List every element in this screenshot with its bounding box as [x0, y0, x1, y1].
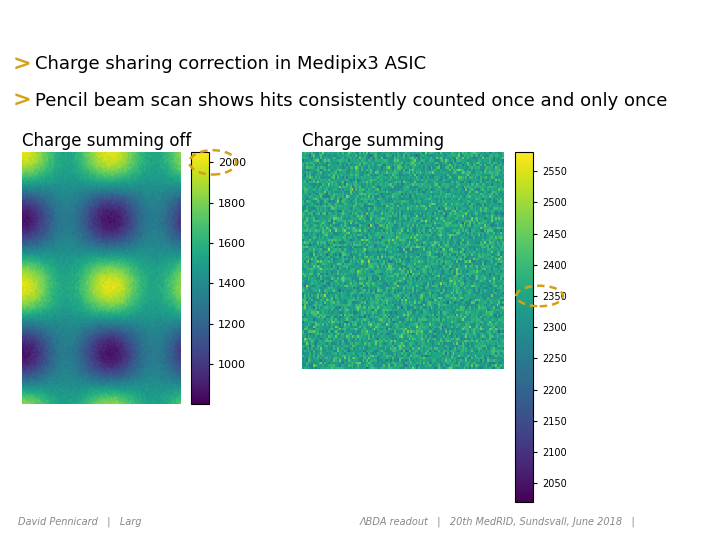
Text: ΛBDA readout   |   20th MedRID, Sundsvall, June 2018   |: ΛBDA readout | 20th MedRID, Sundsvall, J…	[360, 517, 636, 528]
Text: David Pennicard   |   Larg: David Pennicard | Larg	[18, 517, 142, 528]
Text: Charge summing: Charge summing	[302, 132, 450, 150]
Text: Charge summing off: Charge summing off	[22, 132, 191, 150]
Text: Pencil beam scan shows hits consistently counted once and only once: Pencil beam scan shows hits consistently…	[35, 92, 667, 110]
Text: Medipix3 charge summing functionality: Medipix3 charge summing functionality	[9, 14, 538, 38]
Text: >: >	[13, 91, 32, 111]
Text: >: >	[13, 54, 32, 75]
Text: Charge sharing correction in Medipix3 ASIC: Charge sharing correction in Medipix3 AS…	[35, 55, 426, 73]
